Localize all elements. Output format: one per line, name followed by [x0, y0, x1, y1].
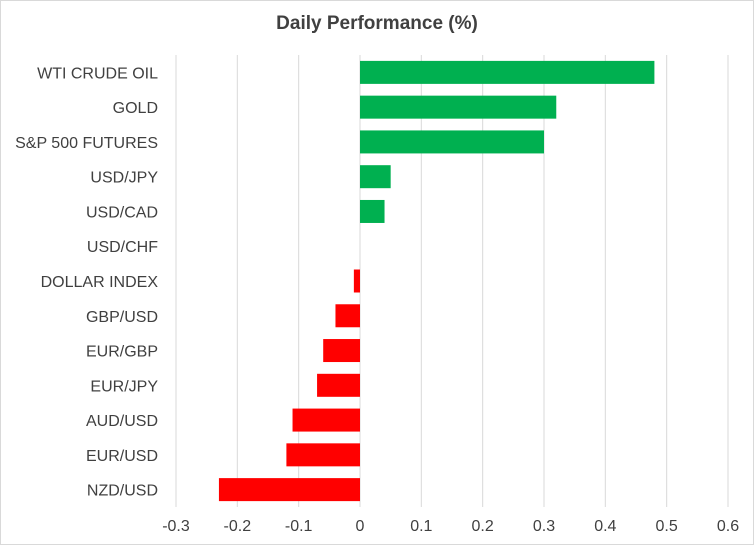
category-label: USD/CAD	[86, 204, 158, 221]
chart-title: Daily Performance (%)	[276, 13, 478, 34]
bar	[360, 130, 544, 154]
category-label: EUR/JPY	[90, 378, 158, 395]
category-label: S&P 500 FUTURES	[15, 135, 158, 152]
bar	[360, 60, 655, 84]
category-label: AUD/USD	[86, 413, 158, 430]
category-label: DOLLAR INDEX	[41, 274, 159, 291]
x-tick-label: 0.6	[717, 518, 739, 535]
x-tick-label: -0.2	[224, 518, 252, 535]
bar	[335, 304, 360, 328]
bar	[323, 339, 360, 363]
bar	[286, 443, 360, 467]
bar	[218, 478, 360, 502]
bar	[292, 408, 360, 432]
category-label: USD/JPY	[90, 170, 158, 187]
bar	[317, 373, 360, 397]
category-label: GOLD	[113, 100, 158, 117]
x-tick-label: 0.4	[594, 518, 616, 535]
x-tick-label: 0.3	[533, 518, 555, 535]
category-label: EUR/GBP	[86, 344, 158, 361]
category-label: EUR/USD	[86, 448, 158, 465]
bar	[360, 165, 391, 189]
x-tick-label: 0.2	[472, 518, 494, 535]
category-label: NZD/USD	[87, 483, 158, 500]
bar	[353, 269, 360, 293]
x-tick-label: 0	[356, 518, 365, 535]
bar	[360, 199, 385, 223]
x-tick-label: 0.1	[410, 518, 432, 535]
bar	[360, 95, 557, 119]
category-label: GBP/USD	[86, 309, 158, 326]
category-label: USD/CHF	[87, 239, 158, 256]
x-tick-label: -0.3	[162, 518, 190, 535]
category-label: WTI CRUDE OIL	[37, 65, 158, 82]
x-tick-label: 0.5	[656, 518, 678, 535]
x-tick-label: -0.1	[285, 518, 313, 535]
